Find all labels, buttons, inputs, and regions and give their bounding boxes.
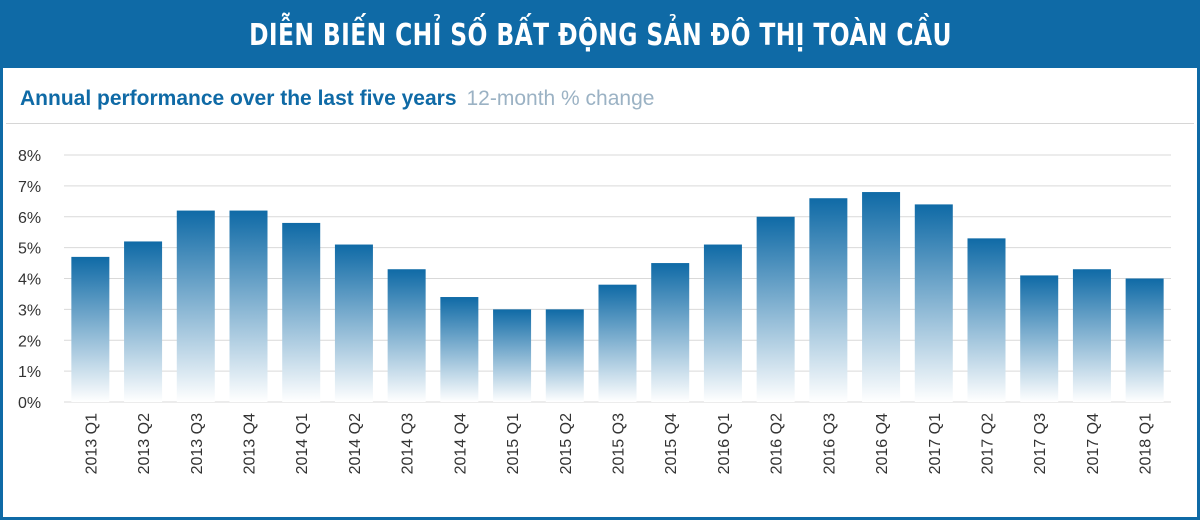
y-tick-label: 6% bbox=[18, 210, 41, 227]
banner-title: DIỄN BIẾN CHỈ SỐ BẤT ĐỘNG SẢN ĐÔ THỊ TOÀ… bbox=[248, 18, 952, 53]
x-tick-label: 2014 Q4 bbox=[452, 413, 469, 474]
bar-2015-q2 bbox=[545, 309, 584, 402]
x-tick-label: 2017 Q2 bbox=[980, 413, 997, 474]
y-tick-label: 3% bbox=[18, 302, 41, 319]
bar-2018-q1 bbox=[1125, 278, 1164, 402]
bar-2016-q4 bbox=[862, 192, 901, 402]
bar-2013-q2 bbox=[124, 241, 163, 402]
x-tick-label: 2014 Q2 bbox=[347, 413, 364, 474]
y-tick-label: 1% bbox=[18, 364, 41, 381]
x-tick-label: 2015 Q1 bbox=[505, 413, 522, 474]
chart-unit-label: 12-month % change bbox=[466, 87, 655, 110]
bar-2014-q1 bbox=[282, 222, 321, 402]
bar-2015-q4 bbox=[651, 263, 690, 402]
x-tick-label: 2015 Q4 bbox=[663, 413, 680, 474]
bar-2016-q3 bbox=[809, 198, 848, 402]
x-tick-label: 2016 Q4 bbox=[874, 413, 891, 474]
x-tick-label: 2017 Q4 bbox=[1085, 413, 1102, 474]
x-tick-label: 2017 Q3 bbox=[1032, 413, 1049, 474]
bar-2017-q2 bbox=[967, 238, 1006, 402]
bar-chart: 0% 1% 2% 3% 4% 5% 6% 7% 8% 2013 Q1 2013 Q2 2013 Q3 2… bbox=[18, 148, 1171, 474]
bar-2014-q4 bbox=[440, 297, 479, 402]
bar-2014-q2 bbox=[334, 244, 373, 402]
x-tick-label: 2014 Q3 bbox=[400, 413, 417, 474]
x-tick-label: 2013 Q3 bbox=[189, 413, 206, 474]
y-tick-label: 5% bbox=[18, 241, 41, 258]
bar-2013-q4 bbox=[229, 210, 268, 402]
y-tick-label: 4% bbox=[18, 272, 41, 289]
x-tick-label: 2016 Q1 bbox=[716, 413, 733, 474]
y-tick-label: 8% bbox=[18, 148, 41, 165]
title-banner: DIỄN BIẾN CHỈ SỐ BẤT ĐỘNG SẢN ĐÔ THỊ TOÀ… bbox=[3, 3, 1197, 68]
x-tick-label: 2016 Q2 bbox=[769, 413, 786, 474]
x-tick-label: 2013 Q2 bbox=[136, 413, 153, 474]
bar-2015-q1 bbox=[493, 309, 532, 402]
bar-2017-q1 bbox=[914, 204, 953, 402]
bar-2015-q3 bbox=[598, 284, 637, 402]
x-tick-label: 2014 Q1 bbox=[294, 413, 311, 474]
y-tick-label: 0% bbox=[18, 395, 41, 412]
x-tick-label: 2017 Q1 bbox=[927, 413, 944, 474]
bar-2017-q4 bbox=[1072, 269, 1111, 402]
x-tick-label: 2018 Q1 bbox=[1138, 413, 1155, 474]
bar-2013-q3 bbox=[176, 210, 215, 402]
chart-title: Annual performance over the last five ye… bbox=[20, 87, 457, 110]
x-tick-label: 2016 Q3 bbox=[821, 413, 838, 474]
x-tick-label: 2015 Q2 bbox=[558, 413, 575, 474]
bar-2016-q1 bbox=[703, 244, 742, 402]
bar-2013-q1 bbox=[71, 256, 110, 402]
bar-2017-q3 bbox=[1020, 275, 1059, 402]
x-tick-label: 2015 Q3 bbox=[611, 413, 628, 474]
y-tick-label: 7% bbox=[18, 179, 41, 196]
chart-panel: Annual performance over the last five ye… bbox=[6, 71, 1194, 514]
subtitle-divider bbox=[6, 123, 1194, 124]
x-tick-label: 2013 Q1 bbox=[83, 413, 100, 474]
bar-2014-q3 bbox=[387, 269, 426, 402]
y-tick-label: 2% bbox=[18, 333, 41, 350]
x-tick-label: 2013 Q4 bbox=[242, 413, 259, 474]
bar-2016-q2 bbox=[756, 216, 795, 402]
chart-subtitle: Annual performance over the last five ye… bbox=[20, 87, 654, 111]
